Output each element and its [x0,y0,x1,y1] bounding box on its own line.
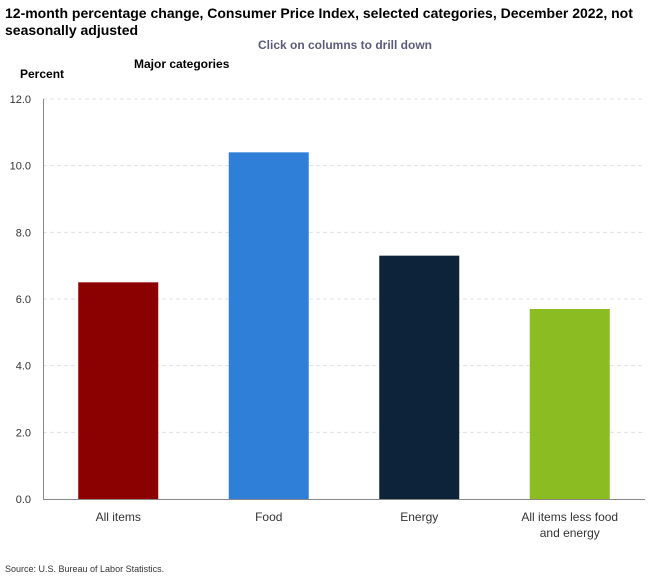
chart-subtitle: Major categories [134,57,230,71]
source-note: Source: U.S. Bureau of Labor Statistics. [5,564,165,574]
y-axis-ticks: 0.0 2.0 4.0 6.0 8.0 10.0 12.0 [10,94,31,506]
y-axis-label: Percent [20,67,65,81]
x-category-label: All items less food and energy [521,510,618,540]
drill-down-hint: Click on columns to drill down [257,38,432,52]
y-tick-label: 4.0 [16,361,31,373]
bars [78,152,610,500]
y-tick-label: 10.0 [10,161,31,173]
bar-all-items-less-food-and-energy[interactable] [529,309,610,499]
bar-energy[interactable] [379,255,460,499]
y-tick-label: 6.0 [16,294,31,306]
x-category-label: Energy [400,510,438,524]
bar-food[interactable] [228,152,309,500]
y-tick-label: 8.0 [16,227,31,239]
category-labels: All items Food Energy All items less food an… [96,510,619,540]
x-category-label: Food [255,510,282,524]
y-tick-label: 2.0 [16,427,31,439]
bar-all-items[interactable] [78,282,159,499]
x-category-label: All items [96,510,141,524]
y-tick-label: 12.0 [10,94,31,106]
y-tick-label: 0.0 [16,494,31,506]
chart-title: 12-month percentage change, Consumer Pri… [5,5,633,38]
